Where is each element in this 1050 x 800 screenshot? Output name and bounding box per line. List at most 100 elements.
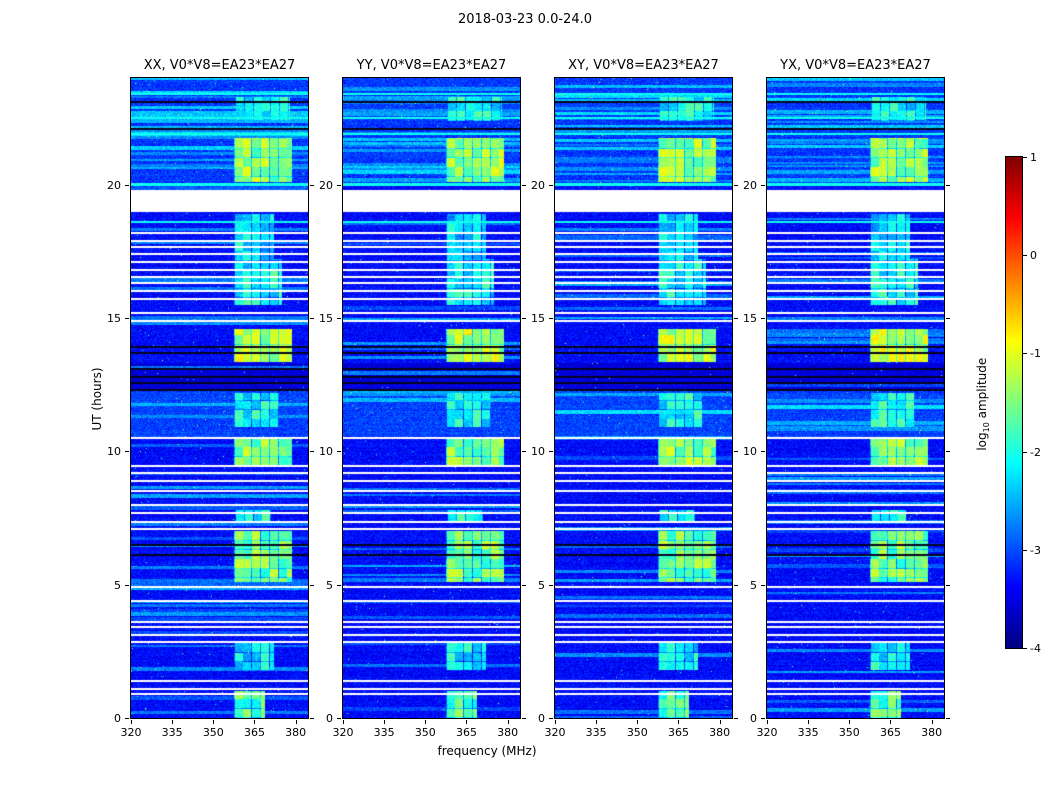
- colorbar-tick-mark: [1023, 648, 1027, 649]
- y-tick-mark: [125, 718, 129, 719]
- panel-title-yx: YX, V0*V8=EA23*EA27: [780, 58, 931, 73]
- x-tick-label: 350: [838, 726, 860, 739]
- x-tick-label: 320: [332, 726, 354, 739]
- x-tick-label: 350: [626, 726, 648, 739]
- colorbar-tick-label: -3: [1030, 543, 1041, 557]
- y-axis-label: UT (hours): [90, 367, 104, 431]
- y-tick-mark: [946, 184, 950, 186]
- y-tick-label: 0: [114, 712, 121, 725]
- panel-title-yy: YY, V0*V8=EA23*EA27: [356, 58, 507, 73]
- y-tick-mark: [522, 584, 526, 586]
- y-tick-label: 15: [107, 312, 121, 325]
- x-tick-label: 380: [497, 726, 519, 739]
- y-tick-mark: [946, 451, 950, 453]
- x-tick-mark: [808, 720, 810, 724]
- y-tick-mark: [522, 318, 526, 319]
- x-tick-mark: [254, 720, 256, 724]
- y-tick-mark: [125, 451, 129, 453]
- y-tick-label: 10: [319, 445, 333, 459]
- y-tick-label: 20: [319, 178, 333, 192]
- y-tick-mark: [761, 584, 765, 586]
- y-tick-mark: [761, 451, 765, 453]
- x-tick-mark: [931, 720, 933, 724]
- x-tick-label: 380: [709, 726, 731, 739]
- colorbar-tick-label: 1: [1030, 151, 1037, 164]
- y-tick-mark: [337, 584, 341, 586]
- x-tick-label: 380: [921, 726, 943, 739]
- figure-title: 2018-03-23 0.0-24.0: [458, 12, 592, 27]
- y-tick-label: 5: [326, 578, 333, 592]
- y-tick-mark: [337, 718, 341, 719]
- x-tick-mark: [131, 720, 132, 724]
- colorbar-tick-label: 0: [1030, 249, 1037, 263]
- x-tick-mark: [767, 720, 768, 724]
- y-tick-label: 15: [531, 312, 545, 325]
- y-tick-label: 15: [743, 312, 757, 325]
- colorbar-tick-label: -1: [1030, 347, 1041, 361]
- colorbar-tick-label: -2: [1030, 445, 1041, 459]
- colorbar-label-suffix: amplitude: [974, 357, 989, 423]
- x-tick-mark: [678, 720, 680, 724]
- x-tick-label: 365: [455, 726, 477, 739]
- x-tick-label: 350: [202, 726, 224, 739]
- spectrogram-canvas-xx: [131, 78, 308, 718]
- y-tick-mark: [761, 718, 765, 719]
- x-tick-mark: [555, 720, 556, 724]
- x-tick-mark: [295, 720, 297, 724]
- x-tick-label: 380: [285, 726, 307, 739]
- y-tick-mark: [734, 184, 738, 186]
- x-tick-label: 320: [756, 726, 778, 739]
- y-tick-mark: [734, 584, 738, 586]
- y-tick-mark: [310, 184, 314, 186]
- panel-frame-yx: [766, 77, 945, 719]
- x-tick-mark: [425, 720, 427, 724]
- x-tick-mark: [637, 720, 639, 724]
- spectrogram-canvas-yx: [767, 78, 944, 718]
- x-tick-label: 350: [414, 726, 436, 739]
- x-tick-mark: [507, 720, 509, 724]
- x-tick-mark: [343, 720, 344, 724]
- y-tick-mark: [946, 318, 950, 319]
- y-tick-mark: [125, 184, 129, 186]
- y-tick-label: 10: [531, 445, 545, 459]
- y-tick-mark: [946, 584, 950, 586]
- y-tick-mark: [337, 318, 341, 319]
- x-tick-label: 365: [879, 726, 901, 739]
- y-tick-label: 0: [750, 712, 757, 725]
- spectrogram-canvas-yy: [343, 78, 520, 718]
- colorbar-frame: [1005, 156, 1023, 649]
- colorbar-tick-mark: [1023, 549, 1027, 551]
- y-tick-mark: [337, 184, 341, 186]
- y-tick-mark: [310, 318, 314, 319]
- y-tick-mark: [761, 318, 765, 319]
- x-tick-mark: [384, 720, 386, 724]
- y-tick-label: 5: [538, 578, 545, 592]
- colorbar-tick-mark: [1023, 353, 1027, 355]
- y-tick-mark: [549, 451, 553, 453]
- spectrogram-canvas-xy: [555, 78, 732, 718]
- y-tick-mark: [310, 718, 314, 719]
- x-tick-label: 365: [243, 726, 265, 739]
- panel-title-xy: XY, V0*V8=EA23*EA27: [568, 58, 719, 73]
- x-tick-label: 320: [120, 726, 142, 739]
- y-tick-mark: [522, 718, 526, 719]
- y-tick-label: 20: [531, 178, 545, 192]
- x-tick-mark: [213, 720, 215, 724]
- y-tick-label: 10: [743, 445, 757, 459]
- panel-title-xx: XX, V0*V8=EA23*EA27: [143, 58, 296, 73]
- y-tick-mark: [734, 451, 738, 453]
- y-tick-mark: [522, 451, 526, 453]
- y-tick-mark: [310, 451, 314, 453]
- panel-frame-xy: [554, 77, 733, 719]
- x-tick-mark: [172, 720, 174, 724]
- y-tick-label: 5: [114, 578, 121, 592]
- x-tick-label: 335: [585, 726, 607, 739]
- colorbar-gradient: [1006, 157, 1022, 648]
- x-tick-label: 365: [667, 726, 689, 739]
- x-tick-mark: [890, 720, 892, 724]
- colorbar-tick-mark: [1023, 157, 1027, 158]
- y-tick-mark: [946, 718, 950, 719]
- y-tick-label: 0: [538, 712, 545, 725]
- y-tick-label: 5: [750, 578, 757, 592]
